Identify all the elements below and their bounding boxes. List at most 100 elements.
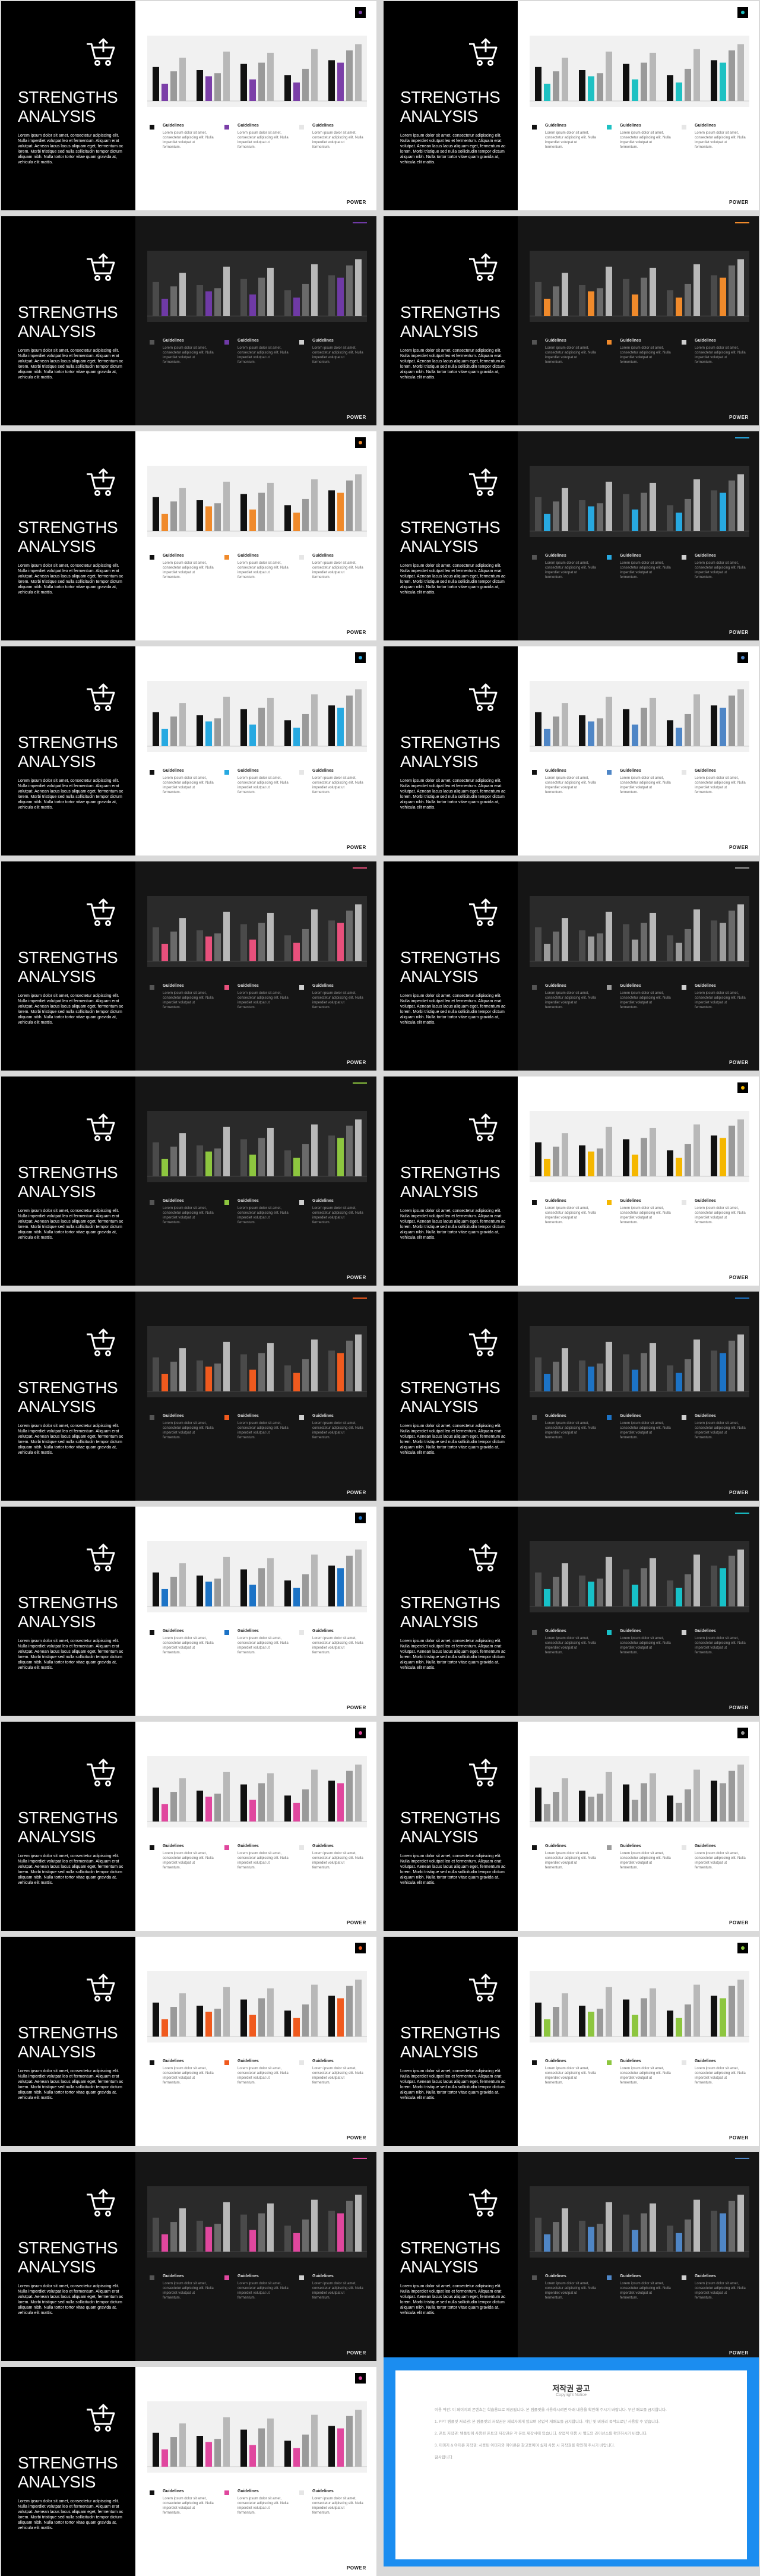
badge-dot — [359, 441, 362, 444]
slide: STRENGTHS ANALYSIS Lorem ipsum dolor sit a… — [1, 431, 376, 640]
chart-bar — [284, 1150, 291, 1176]
slide-left-panel: STRENGTHS ANALYSIS Lorem ipsum dolor sit a… — [384, 1937, 518, 2146]
slide-content: Guidelines Lorem ipsum dolor sit amet, co… — [135, 1077, 376, 1286]
bar-chart — [530, 681, 749, 752]
chart-bar — [562, 918, 568, 961]
slide-description: Lorem ipsum dolor sit amet, consectetur … — [400, 2284, 506, 2315]
chart-bar — [302, 1144, 309, 1176]
chart-bar — [579, 1791, 585, 1821]
legend-swatch — [150, 1630, 154, 1635]
slide: STRENGTHS ANALYSIS Lorem ipsum dolor sit a… — [1, 2367, 376, 2576]
chart-bar — [267, 697, 274, 746]
chart-bar — [694, 1769, 700, 1821]
slide-title-line: ANALYSIS — [18, 752, 96, 771]
slide-content: Guidelines Lorem ipsum dolor sit amet, co… — [518, 861, 759, 1071]
shopping-cart-icon — [87, 1113, 115, 1141]
legend-title: Guidelines — [620, 1844, 641, 1848]
corner-badge — [355, 1728, 366, 1738]
shopping-cart-icon — [87, 38, 115, 66]
slide-description: Lorem ipsum dolor sit amet, consectetur … — [18, 2069, 124, 2100]
chart-bar — [346, 1555, 353, 1606]
legend-description: Lorem ipsum dolor sit amet, consectetur … — [695, 346, 746, 364]
chart-bar — [328, 2211, 335, 2252]
legend-swatch — [224, 125, 229, 130]
chart-bar — [694, 1339, 700, 1391]
chart-bar — [311, 1554, 318, 1606]
legend-title: Guidelines — [163, 2489, 184, 2493]
legend-swatch — [607, 340, 612, 345]
shopping-cart-icon — [469, 253, 498, 281]
chart-bar — [214, 1579, 221, 1606]
chart-bar — [223, 1341, 230, 1391]
slide: STRENGTHS ANALYSIS Lorem ipsum dolor sit a… — [1, 1292, 376, 1501]
chart-bar — [205, 506, 212, 531]
shopping-cart-icon — [87, 2189, 115, 2217]
chart-bar — [641, 1568, 647, 1606]
chart-bar — [535, 2002, 542, 2037]
legend-swatch — [607, 1200, 612, 1205]
brand-logo: POWER — [347, 2565, 366, 2571]
chart-legend: Guidelines Lorem ipsum dolor sit amet, co… — [532, 124, 746, 177]
legend-description: Lorem ipsum dolor sit amet, consectetur … — [312, 1207, 363, 1224]
chart-bar — [650, 697, 656, 746]
chart-bar — [249, 939, 256, 961]
slide-content: Guidelines Lorem ipsum dolor sit amet, co… — [518, 1077, 759, 1286]
chart-bar — [720, 1998, 726, 2037]
chart-bar — [249, 79, 256, 101]
chart-bar — [588, 291, 594, 316]
slide-title-line: ANALYSIS — [400, 1612, 478, 1631]
chart-bar — [179, 2423, 186, 2467]
chart-bar — [544, 1374, 550, 1391]
legend-description: Lorem ipsum dolor sit amet, consectetur … — [238, 2497, 289, 2515]
chart-bar — [258, 493, 265, 531]
chart-bar — [311, 2414, 318, 2467]
chart-bar — [579, 715, 585, 746]
chart-bar — [535, 497, 542, 531]
slide-description: Lorem ipsum dolor sit amet, consectetur … — [18, 994, 124, 1025]
chart-bar — [606, 1772, 612, 1821]
slide-title: STRENGTHS ANALYSIS — [18, 948, 118, 986]
chart-bar — [632, 1584, 638, 1606]
brand-logo: POWER — [729, 2135, 749, 2141]
chart-bar — [737, 44, 744, 101]
chart-bar — [293, 1372, 300, 1391]
corner-accent-line — [735, 2158, 749, 2159]
chart-bar — [729, 265, 735, 316]
legend-swatch — [682, 1415, 686, 1420]
legend-title: Guidelines — [238, 1844, 259, 1848]
chart-bar — [223, 1987, 230, 2037]
corner-badge — [737, 652, 748, 663]
shopping-cart-icon — [87, 468, 115, 496]
slide-title-line: STRENGTHS — [18, 1593, 118, 1612]
slide-title-line: STRENGTHS — [400, 2023, 501, 2042]
chart-bar — [597, 933, 603, 961]
chart-legend: Guidelines Lorem ipsum dolor sit amet, co… — [150, 984, 363, 1037]
chart-bar — [337, 2428, 344, 2467]
chart-bar — [729, 695, 735, 746]
chart-bar — [650, 2203, 656, 2252]
corner-accent-line — [735, 867, 749, 869]
chart-bar — [694, 1554, 700, 1606]
chart-bar — [240, 924, 247, 961]
chart-bar — [258, 1138, 265, 1176]
legend-title: Guidelines — [545, 1199, 566, 1203]
slide: STRENGTHS ANALYSIS Lorem ipsum dolor sit a… — [384, 431, 759, 640]
chart-bar — [579, 2221, 585, 2252]
chart-bar — [720, 62, 726, 101]
bar-chart — [530, 251, 749, 322]
legend-description: Lorem ipsum dolor sit amet, consectetur … — [163, 346, 214, 364]
chart-bar — [223, 481, 230, 531]
slide-title: STRENGTHS ANALYSIS — [18, 733, 118, 771]
shopping-cart-icon — [469, 38, 498, 66]
slide-left-panel: STRENGTHS ANALYSIS Lorem ipsum dolor sit a… — [1, 861, 135, 1071]
chart-bar — [302, 68, 309, 101]
legend-description: Lorem ipsum dolor sit amet, consectetur … — [695, 1207, 746, 1224]
brand-logo: POWER — [729, 630, 749, 635]
chart-bar — [597, 718, 603, 746]
chart-bar — [170, 501, 177, 531]
corner-accent-line — [735, 222, 749, 223]
slide-description: Lorem ipsum dolor sit amet, consectetur … — [18, 2284, 124, 2315]
slide-title-line: STRENGTHS — [400, 733, 501, 752]
chart-bar — [553, 2007, 559, 2037]
